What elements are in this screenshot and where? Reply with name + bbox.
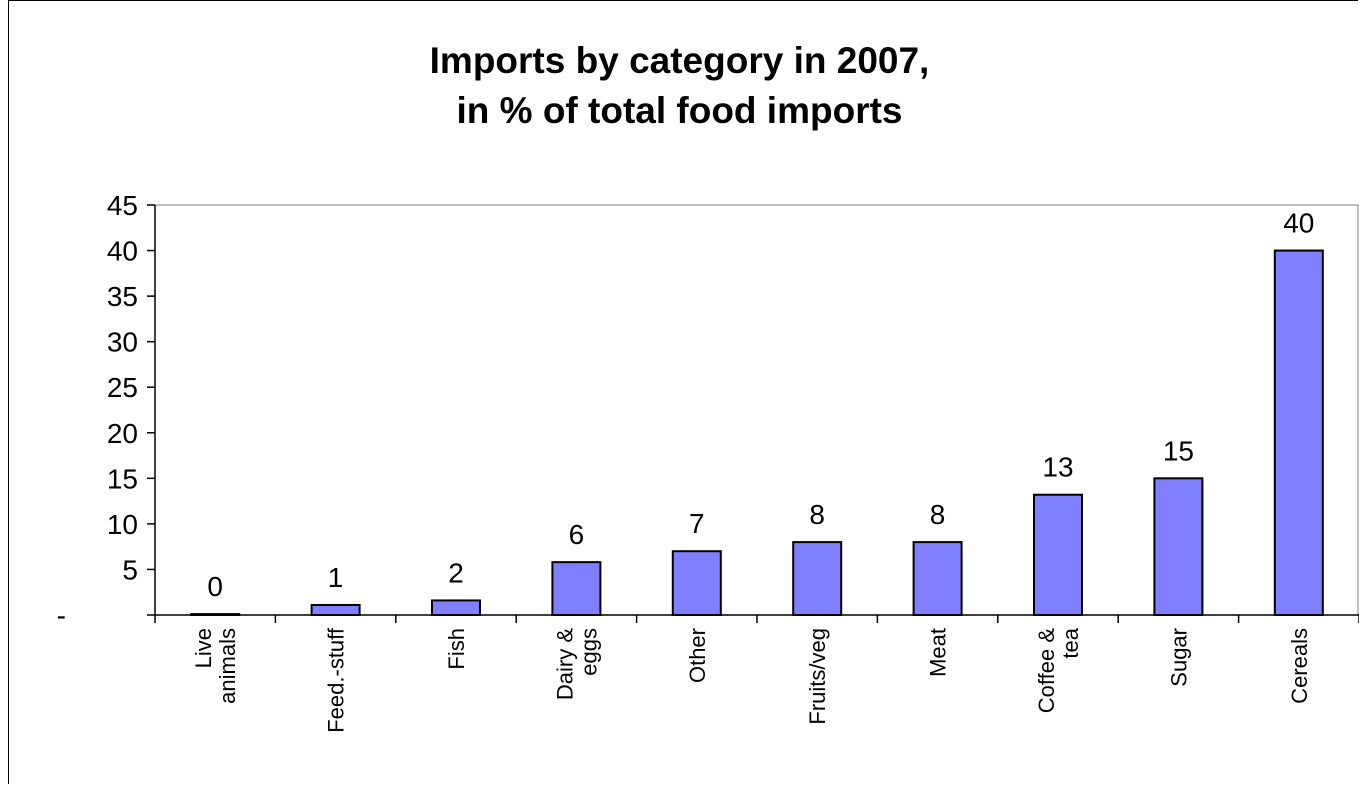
y-tick-label: 30 xyxy=(107,327,138,358)
y-tick-label: 15 xyxy=(107,463,138,494)
data-label: 1 xyxy=(328,562,344,593)
category-label-line: Meat xyxy=(926,628,951,677)
y-tick-label: 5 xyxy=(122,554,138,585)
category-label-line: Live xyxy=(191,628,216,668)
bar xyxy=(1033,493,1083,617)
category-label-line: Other xyxy=(685,628,710,683)
y-tick-label: 25 xyxy=(107,372,138,403)
category-label: Dairy & eggs xyxy=(552,628,601,700)
data-label: 40 xyxy=(1283,208,1314,239)
category-label-line: Dairy & xyxy=(552,628,577,700)
category-label: Other xyxy=(685,628,710,683)
data-label: 13 xyxy=(1042,452,1073,483)
category-label-line: Sugar xyxy=(1166,628,1191,687)
category-label-line: Fish xyxy=(444,628,469,670)
data-label: 0 xyxy=(207,571,223,602)
data-label: 8 xyxy=(809,499,825,530)
y-tick-label: 35 xyxy=(107,281,138,312)
category-label-line: Fruits/veg xyxy=(805,628,830,725)
bar xyxy=(551,561,602,617)
data-label: 2 xyxy=(448,557,464,588)
category-label: Fish xyxy=(444,628,469,670)
bar xyxy=(792,541,843,616)
chart-title-line-1: Imports by category in 2007, xyxy=(429,40,930,81)
category-label: Cereals xyxy=(1287,628,1312,704)
category-label: Meat xyxy=(926,628,951,677)
chart-title: Imports by category in 2007, in % of tot… xyxy=(0,36,1359,136)
category-label-line: Feed.-stuff xyxy=(324,627,349,733)
category-label-line: eggs xyxy=(576,628,601,676)
y-tick-label: 40 xyxy=(107,236,138,267)
chart-title-line-2: in % of total food imports xyxy=(456,90,903,131)
category-label-line: Cereals xyxy=(1287,628,1312,704)
category-label: Sugar xyxy=(1166,628,1191,687)
data-label: 8 xyxy=(930,499,946,530)
category-label-line: Coffee & xyxy=(1034,628,1059,714)
bar xyxy=(912,541,963,616)
y-tick-label: - xyxy=(57,600,66,631)
bar xyxy=(1273,249,1324,617)
data-label: 6 xyxy=(569,519,585,550)
category-label: Feed.-stuff xyxy=(324,627,349,733)
bar xyxy=(671,550,722,617)
category-label: Fruits/veg xyxy=(805,628,830,725)
data-label: 15 xyxy=(1163,435,1194,466)
bar xyxy=(1153,477,1204,617)
bar xyxy=(310,603,361,617)
y-tick-label: 10 xyxy=(107,509,138,540)
bar xyxy=(190,613,241,616)
bar xyxy=(431,599,481,617)
data-label: 7 xyxy=(689,508,705,539)
category-label-line: animals xyxy=(215,628,240,704)
chart-frame xyxy=(8,0,1358,784)
category-label-line: tea xyxy=(1058,627,1083,658)
category-label: Coffee & tea xyxy=(1034,627,1083,713)
y-tick-label: 45 xyxy=(107,190,138,221)
category-label: Live animals xyxy=(191,628,240,704)
y-tick-label: 20 xyxy=(107,418,138,449)
